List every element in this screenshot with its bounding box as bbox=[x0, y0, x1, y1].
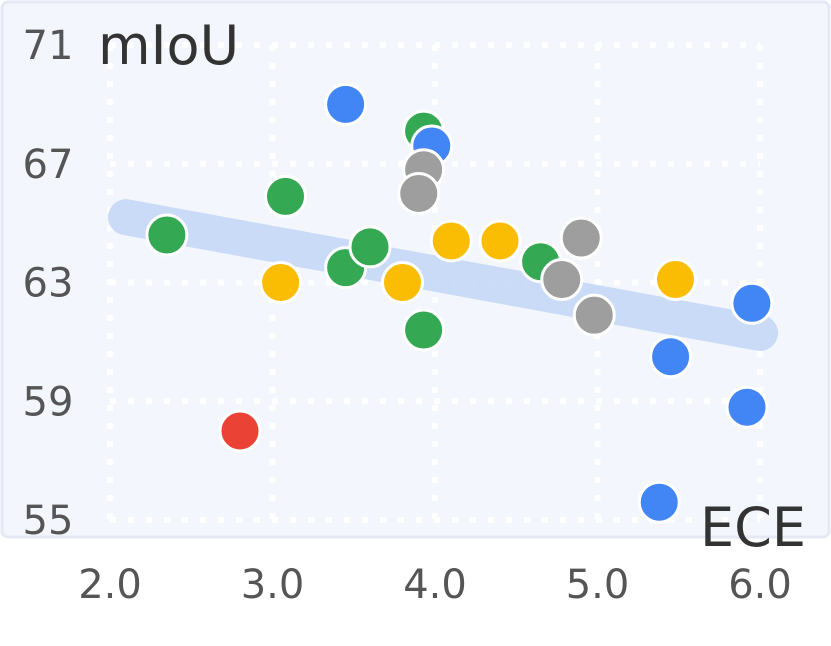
x-tick-label-2: 4.0 bbox=[403, 562, 467, 608]
y-tick-label-4: 71 bbox=[23, 23, 74, 69]
data-point-1 bbox=[218, 409, 262, 453]
trendline-group bbox=[108, 199, 778, 351]
data-point-11 bbox=[397, 171, 441, 215]
data-point-12 bbox=[402, 308, 446, 352]
data-point-3 bbox=[264, 174, 307, 218]
data-point-22 bbox=[725, 385, 769, 429]
tick-labels: 2.0 3.0 4.0 5.0 6.0 55 59 63 67 71 bbox=[23, 23, 792, 608]
data-point-21 bbox=[637, 480, 681, 524]
data-point-2 bbox=[259, 261, 303, 304]
y-axis-title: mIoU bbox=[98, 14, 239, 77]
y-tick-label-2: 63 bbox=[23, 261, 74, 307]
y-tick-label-3: 67 bbox=[23, 142, 74, 188]
data-point-23 bbox=[730, 281, 774, 325]
data-point-14 bbox=[478, 219, 522, 263]
data-point-20 bbox=[649, 335, 693, 379]
trend-line bbox=[108, 199, 778, 351]
data-points bbox=[145, 82, 774, 524]
data-point-18 bbox=[572, 293, 616, 337]
data-point-6 bbox=[348, 225, 392, 269]
x-tick-label-0: 2.0 bbox=[78, 562, 142, 608]
x-tick-label-4: 6.0 bbox=[728, 562, 792, 608]
data-point-7 bbox=[381, 261, 424, 304]
x-axis-title: ECE bbox=[700, 496, 806, 559]
x-tick-label-1: 3.0 bbox=[241, 562, 305, 608]
y-tick-label-1: 59 bbox=[23, 379, 74, 425]
data-point-4 bbox=[324, 82, 368, 126]
data-point-13 bbox=[429, 219, 473, 263]
y-tick-label-0: 55 bbox=[23, 498, 74, 544]
data-point-17 bbox=[559, 216, 603, 260]
data-point-19 bbox=[654, 258, 697, 302]
data-point-16 bbox=[540, 258, 584, 302]
data-point-0 bbox=[145, 213, 189, 257]
x-tick-label-3: 5.0 bbox=[566, 562, 630, 608]
